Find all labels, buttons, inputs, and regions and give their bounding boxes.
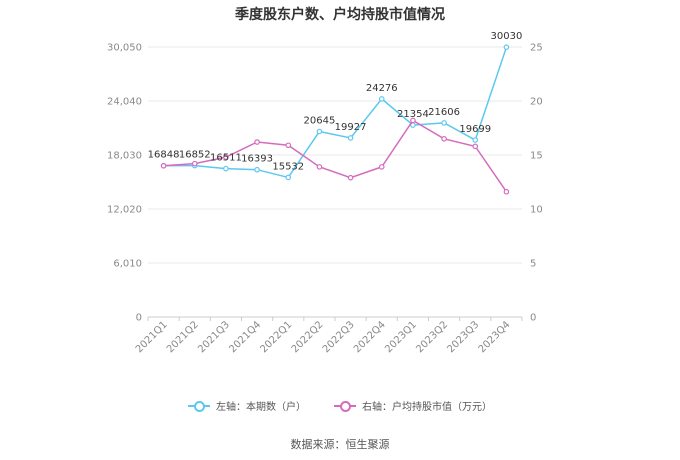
legend-label-households: 左轴：本期数（户）	[216, 402, 306, 413]
right-y-tick-label: 5	[530, 259, 536, 270]
data-point-households	[223, 165, 229, 172]
data-label: 20645	[304, 116, 336, 127]
data-point-households	[441, 120, 447, 126]
x-tick-label: 2022Q3	[321, 319, 357, 355]
data-point-market-value	[378, 164, 385, 170]
data-label: 16393	[241, 154, 273, 165]
data-point-market-value	[254, 139, 260, 145]
data-point-market-value	[285, 142, 292, 149]
data-label: 16852	[179, 150, 211, 161]
data-label: 16848	[148, 150, 180, 161]
left-y-tick-label: 12,020	[107, 205, 142, 216]
legend-swatch-market-value	[334, 400, 356, 412]
x-tick-label: 2022Q1	[259, 319, 295, 355]
data-point-households	[378, 96, 385, 102]
legend-swatch-households	[188, 400, 210, 412]
legend: 左轴：本期数（户） 右轴：户均持股市值（万元）	[0, 398, 680, 413]
x-tick-label: 2023Q3	[446, 319, 482, 355]
data-point-households	[316, 128, 323, 135]
data-point-market-value	[472, 143, 479, 150]
data-point-market-value	[223, 154, 229, 160]
x-tick-label: 2023Q2	[414, 319, 450, 355]
x-tick-label: 2021Q1	[134, 319, 170, 355]
data-point-households	[347, 135, 354, 141]
data-point-households	[254, 166, 260, 173]
data-label: 15532	[272, 161, 304, 172]
data-source: 数据来源：恒生聚源	[290, 438, 390, 451]
data-label: 21354	[397, 109, 429, 120]
data-label: 21606	[428, 107, 460, 118]
left-y-tick-label: 30,050	[107, 43, 142, 54]
data-label: 30030	[491, 31, 523, 42]
data-point-market-value	[503, 188, 510, 195]
data-label: 16511	[210, 153, 242, 164]
x-tick-label: 2022Q4	[352, 319, 388, 355]
data-label: 19927	[335, 122, 367, 133]
data-point-market-value	[316, 164, 323, 170]
x-tick-label: 2021Q4	[227, 319, 263, 355]
right-y-tick-label: 20	[530, 97, 543, 108]
left-y-tick-label: 18,030	[107, 151, 142, 162]
data-point-market-value	[441, 136, 447, 142]
series-line-market-value	[163, 119, 508, 193]
data-label: 19699	[459, 124, 491, 135]
series-line-households	[163, 46, 508, 179]
right-y-tick-label: 15	[530, 151, 543, 162]
x-tick-label: 2023Q4	[477, 319, 513, 355]
data-point-market-value	[347, 174, 354, 181]
x-tick-label: 2021Q2	[165, 319, 201, 355]
x-tick-label: 2021Q3	[196, 319, 232, 355]
right-y-tick-label: 0	[530, 313, 536, 324]
data-point-market-value	[191, 160, 198, 167]
data-point-households	[472, 137, 479, 143]
chart-title: 季度股东户数、户均持股市值情况	[235, 7, 445, 23]
data-label: 24276	[366, 83, 398, 94]
data-point-households	[503, 44, 510, 50]
data-point-market-value	[410, 117, 416, 124]
left-y-tick-label: 0	[136, 313, 142, 324]
legend-item-market-value[interactable]: 右轴：户均持股市值（万元）	[334, 398, 492, 413]
right-y-tick-label: 10	[530, 205, 543, 216]
x-tick-label: 2023Q1	[383, 319, 419, 355]
left-y-tick-label: 24,040	[107, 97, 142, 108]
x-tick-label: 2022Q2	[290, 319, 326, 355]
left-y-tick-label: 6,010	[113, 259, 142, 270]
legend-item-households[interactable]: 左轴：本期数（户）	[188, 398, 306, 413]
legend-label-market-value: 右轴：户均持股市值（万元）	[362, 402, 492, 413]
data-point-households	[285, 174, 292, 181]
right-y-tick-label: 25	[530, 43, 543, 54]
data-point-market-value	[160, 163, 167, 169]
